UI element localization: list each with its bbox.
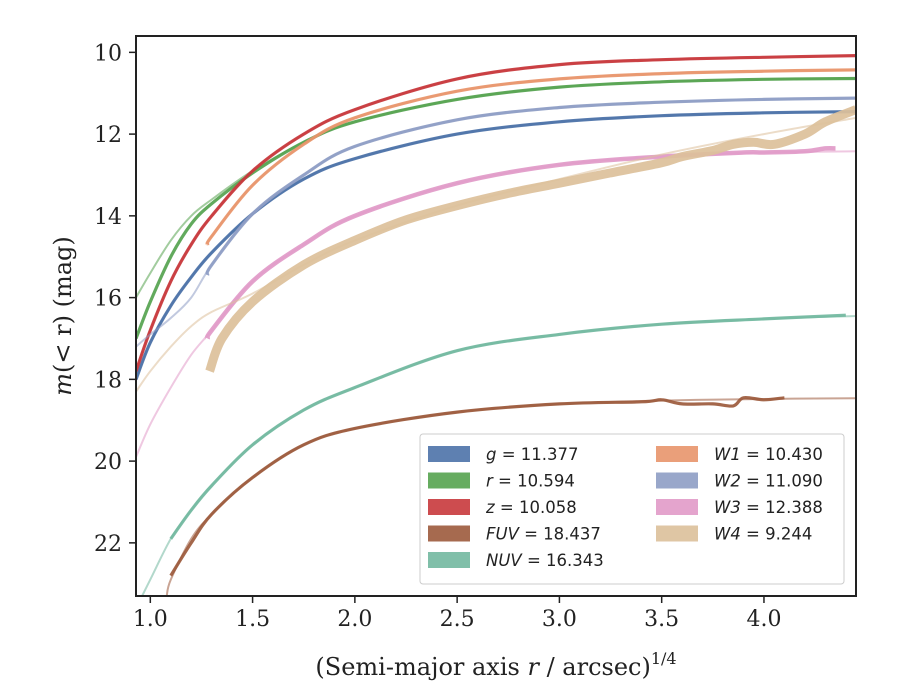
legend-swatch-w1 bbox=[656, 446, 698, 462]
legend-swatch-w2 bbox=[656, 472, 698, 489]
legend-label-z: z = 10.058 bbox=[485, 498, 577, 517]
x-tick-label: 2.0 bbox=[337, 607, 372, 632]
legend-swatch-nuv bbox=[428, 552, 470, 568]
legend-swatch-w4 bbox=[656, 525, 698, 542]
x-tick-label: 4.0 bbox=[746, 607, 781, 632]
legend-swatch-g bbox=[428, 446, 470, 462]
legend-swatch-fuv bbox=[428, 525, 470, 542]
series-z-profile-line bbox=[136, 54, 856, 372]
y-tick-label: 22 bbox=[94, 532, 122, 557]
series-w4-profile-line bbox=[205, 105, 856, 373]
legend-frame bbox=[419, 433, 845, 585]
y-axis-title: m(< r) (mag) bbox=[49, 236, 77, 396]
y-tick-label: 20 bbox=[94, 450, 122, 475]
x-tick-label: 3.5 bbox=[644, 607, 679, 632]
x-tick-label: 3.0 bbox=[542, 607, 577, 632]
series-layer bbox=[136, 54, 856, 596]
y-tick-label: 16 bbox=[94, 287, 122, 312]
legend-swatch-w3 bbox=[656, 499, 698, 515]
series-fuv-profile-line bbox=[169, 395, 785, 577]
series-w1-profile-line bbox=[205, 68, 856, 246]
plot-frame bbox=[135, 35, 857, 597]
y-tick-label: 14 bbox=[94, 205, 122, 230]
series-g-profile-line bbox=[136, 110, 856, 380]
x-tick-label: 1.0 bbox=[133, 607, 168, 632]
series-w2-profile-line bbox=[205, 96, 856, 276]
legend-label-w1: W1 = 10.430 bbox=[714, 445, 823, 464]
legend-label-g: g = 11.377 bbox=[486, 445, 579, 464]
legend-label-nuv: NUV = 16.343 bbox=[486, 551, 604, 570]
series-nuv-profile-line bbox=[169, 313, 846, 540]
legend-label-w4: W4 = 9.244 bbox=[714, 525, 812, 544]
ticks-layer: 1.0 1.5 2.0 2.5 3.0 3.5 4.0 10 12 14 16 18 20 22 bbox=[94, 41, 781, 632]
y-tick-label: 12 bbox=[94, 123, 122, 148]
x-tick-label: 1.5 bbox=[235, 607, 270, 632]
legend-label-r: r = 10.594 bbox=[486, 472, 575, 491]
legend-label-w3: W3 = 12.388 bbox=[714, 498, 823, 517]
series-r-profile-line bbox=[136, 76, 856, 340]
x-tick-label: 2.5 bbox=[440, 607, 475, 632]
legend-swatch-z bbox=[428, 499, 470, 515]
y-tick-label: 10 bbox=[94, 41, 122, 66]
legend-swatch-r bbox=[428, 472, 470, 489]
legend-label-fuv: FUV = 18.437 bbox=[486, 525, 601, 544]
series-w3-profile-line bbox=[204, 145, 836, 341]
x-axis-title: (Semi-major axis r / arcsec)1/4 bbox=[315, 649, 676, 681]
legend-label-w2: W2 = 11.090 bbox=[714, 472, 823, 491]
legend: g = 11.377 r = 10.594 z = 10.058 FUV = 18.4… bbox=[419, 433, 845, 585]
y-tick-label: 18 bbox=[94, 368, 122, 393]
